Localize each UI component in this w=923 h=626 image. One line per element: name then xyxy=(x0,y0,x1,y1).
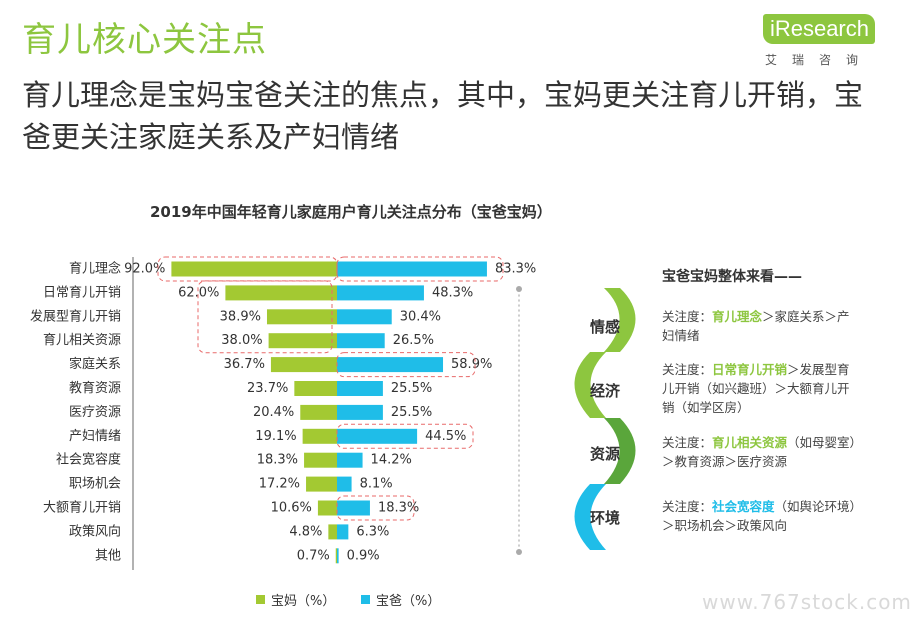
data-label-mom: 18.3% xyxy=(257,453,298,468)
category-label-environment: 环境 xyxy=(589,509,620,527)
data-label-dad: 25.5% xyxy=(391,381,432,396)
category-label-resources: 资源 xyxy=(589,445,620,463)
bar-dad xyxy=(337,357,444,373)
bar-dad xyxy=(337,404,383,420)
summary-heading: 宝爸宝妈整体来看—— xyxy=(662,269,802,285)
bar-dad xyxy=(337,428,418,444)
bar-mom xyxy=(302,428,337,444)
data-label-mom: 19.1% xyxy=(255,429,296,444)
category-label: 政策风向 xyxy=(69,523,121,539)
data-label-mom: 0.7% xyxy=(297,548,330,563)
logo-text: iResearch xyxy=(769,16,869,41)
data-label-mom: 23.7% xyxy=(247,381,288,396)
logo-badge xyxy=(763,14,875,44)
data-label-dad: 48.3% xyxy=(432,285,473,300)
bar-mom xyxy=(335,548,337,564)
bar-mom xyxy=(306,476,337,492)
data-label-dad: 18.3% xyxy=(378,501,419,516)
summary-desc-environment: 关注度：社会宽容度（如舆论环境）＞职场机会＞政策风向 xyxy=(662,499,856,533)
bar-mom xyxy=(294,381,337,396)
data-label-mom: 17.2% xyxy=(259,477,300,492)
bar-dad xyxy=(337,548,339,564)
data-label-dad: 0.9% xyxy=(347,548,380,563)
bar-mom xyxy=(317,500,337,516)
category-label: 大额育儿开销 xyxy=(43,500,121,516)
highlight-box xyxy=(336,352,476,378)
category-label: 发展型育儿开销 xyxy=(30,308,121,324)
summary-desc-emotion: 关注度：育儿理念＞家庭关系＞产妇情绪 xyxy=(662,309,850,343)
data-label-dad: 58.9% xyxy=(451,357,492,372)
data-label-dad: 8.1% xyxy=(360,477,393,492)
bar-dad xyxy=(337,524,349,540)
data-label-mom: 92.0% xyxy=(124,262,165,277)
summary-desc-resources: 关注度：育儿相关资源（如母婴室）＞教育资源＞医疗资源 xyxy=(662,435,856,469)
chevron-economy xyxy=(574,352,606,418)
legend-dad-swatch xyxy=(361,595,370,604)
bar-dad xyxy=(337,261,487,277)
chart-title: 2019年中国年轻育儿家庭用户育儿关注点分布（宝爸宝妈） xyxy=(150,203,552,221)
data-label-dad: 26.5% xyxy=(393,333,434,348)
category-label: 家庭关系 xyxy=(69,356,121,372)
bar-dad xyxy=(337,285,424,301)
bar-mom xyxy=(270,357,337,373)
separator-dot-top xyxy=(516,286,522,292)
data-label-mom: 38.0% xyxy=(221,333,262,348)
legend-mom-label: 宝妈（%） xyxy=(271,594,336,609)
bar-mom xyxy=(225,285,337,301)
category-label: 育儿相关资源 xyxy=(43,332,121,348)
category-label-economy: 经济 xyxy=(589,382,620,400)
separator-dot-bottom xyxy=(516,549,522,555)
legend-mom: 宝妈（%） xyxy=(256,590,335,609)
chevron-emotion xyxy=(604,288,636,352)
category-label: 育儿理念 xyxy=(69,261,121,277)
category-label: 其他 xyxy=(95,548,121,563)
category-label: 产妇情绪 xyxy=(69,428,121,444)
iresearch-logo: iResearch 艾瑞咨询 xyxy=(747,14,875,74)
watermark: www.767stock.com xyxy=(702,590,912,614)
chevron-resources xyxy=(604,418,636,484)
category-label: 日常育儿开销 xyxy=(43,284,121,300)
category-label-emotion: 情感 xyxy=(589,318,620,336)
highlight-box xyxy=(197,280,333,354)
data-label-dad: 44.5% xyxy=(425,429,466,444)
data-label-dad: 14.2% xyxy=(371,453,412,468)
category-label: 社会宽容度 xyxy=(56,452,121,468)
bar-dad xyxy=(337,500,370,516)
data-label-mom: 38.9% xyxy=(220,309,261,324)
legend-mom-swatch xyxy=(256,595,265,604)
legend-dad: 宝爸（%） xyxy=(361,590,440,609)
data-label-mom: 4.8% xyxy=(289,524,322,539)
legend-dad-label: 宝爸（%） xyxy=(376,594,441,609)
bar-dad xyxy=(337,476,352,492)
data-label-dad: 6.3% xyxy=(356,524,389,539)
category-label: 职场机会 xyxy=(69,477,121,492)
data-label-dad: 30.4% xyxy=(400,309,441,324)
bar-mom xyxy=(300,404,337,420)
bar-dad xyxy=(337,333,385,349)
headline: 育儿理念是宝妈宝爸关注的焦点，其中，宝妈更关注育儿开销，宝爸更关注家庭关系及产妇… xyxy=(22,78,864,154)
data-label-mom: 10.6% xyxy=(271,501,312,516)
summary-desc-economy: 关注度：日常育儿开销＞发展型育儿开销（如兴趣班）＞大额育儿开销（如学区房） xyxy=(662,362,850,415)
bar-mom xyxy=(171,261,337,277)
bar-mom xyxy=(304,452,337,468)
bar-mom xyxy=(266,309,337,325)
data-label-dad: 25.5% xyxy=(391,405,432,420)
bar-mom xyxy=(328,524,337,540)
category-label: 教育资源 xyxy=(69,380,121,396)
highlight-box xyxy=(336,495,415,521)
data-label-dad: 83.3% xyxy=(495,262,536,277)
category-label: 医疗资源 xyxy=(69,405,121,420)
logo-cn: 艾瑞咨询 xyxy=(764,53,873,67)
data-label-mom: 36.7% xyxy=(224,357,265,372)
bar-dad xyxy=(337,309,392,325)
data-label-mom: 62.0% xyxy=(178,285,219,300)
highlight-box xyxy=(336,256,504,282)
bar-dad xyxy=(337,381,383,396)
section-title: 育儿核心关注点 xyxy=(22,20,267,60)
chevron-environment xyxy=(574,484,606,550)
bar-dad xyxy=(337,452,363,468)
data-label-mom: 20.4% xyxy=(253,405,294,420)
bar-mom xyxy=(268,333,337,349)
